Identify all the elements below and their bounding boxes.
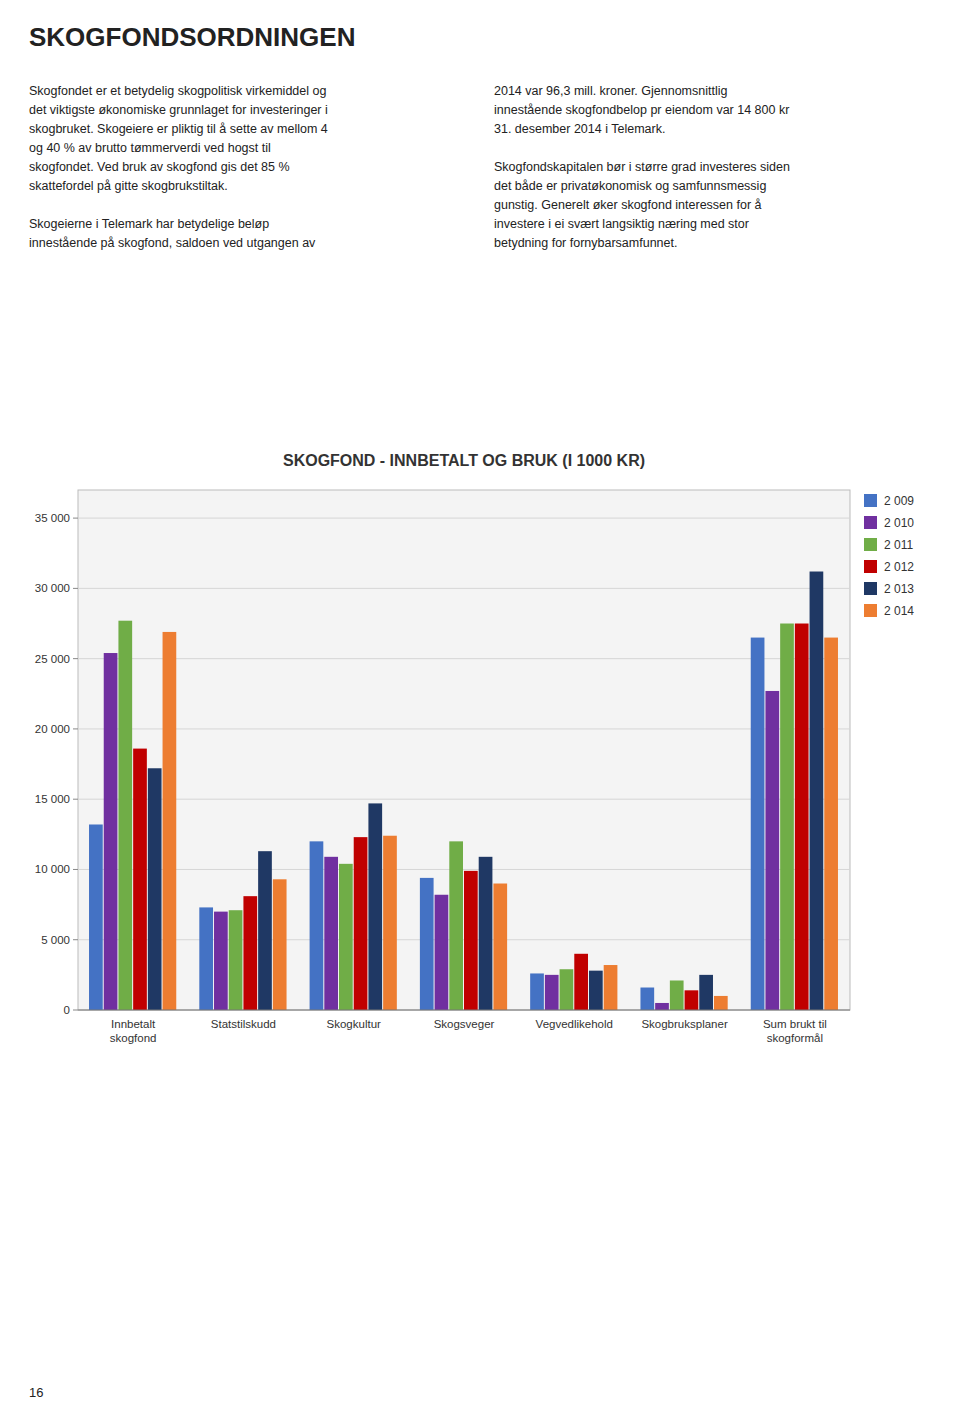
y-tick-label: 10 000 xyxy=(35,863,70,875)
y-tick xyxy=(73,939,78,940)
bar xyxy=(479,857,493,1010)
bar xyxy=(655,1003,669,1010)
bar xyxy=(810,572,824,1010)
legend-label: 2 011 xyxy=(884,538,913,552)
legend-label: 2 014 xyxy=(884,604,914,618)
y-tick-label: 30 000 xyxy=(35,582,70,594)
bar xyxy=(560,969,574,1010)
bar xyxy=(258,851,272,1010)
y-tick xyxy=(73,658,78,659)
bar xyxy=(133,749,147,1010)
x-tick-label: Skogsveger xyxy=(434,1018,495,1030)
bar xyxy=(89,824,103,1010)
bar xyxy=(640,988,654,1010)
bar xyxy=(670,980,684,1010)
bar xyxy=(604,965,618,1010)
y-tick xyxy=(73,588,78,589)
bar xyxy=(765,691,779,1010)
y-tick-label: 5 000 xyxy=(41,934,70,946)
legend-swatch xyxy=(864,560,877,573)
bar xyxy=(545,975,559,1010)
bar xyxy=(530,973,544,1010)
y-tick-label: 25 000 xyxy=(35,653,70,665)
grid-line xyxy=(78,588,850,589)
bar xyxy=(118,621,132,1010)
legend-swatch xyxy=(864,538,877,551)
bar xyxy=(589,971,603,1010)
grid-line xyxy=(78,658,850,659)
y-tick xyxy=(73,728,78,729)
x-tick-label: Vegvedlikehold xyxy=(536,1018,613,1030)
bar xyxy=(714,996,728,1010)
legend-label: 2 012 xyxy=(884,560,914,574)
y-tick xyxy=(73,518,78,519)
bar xyxy=(199,907,213,1010)
x-tick-label: Skogbruksplaner xyxy=(641,1018,727,1030)
bar xyxy=(104,653,118,1010)
x-axis-line xyxy=(78,1010,850,1011)
chart: SKOGFOND - INNBETALT OG BRUK (I 1000 KR)… xyxy=(0,440,960,1090)
bar xyxy=(435,895,449,1010)
y-tick-label: 15 000 xyxy=(35,793,70,805)
bar xyxy=(354,837,368,1010)
y-tick-label: 20 000 xyxy=(35,723,70,735)
grid-line xyxy=(78,1010,850,1011)
bar xyxy=(383,836,397,1010)
bar xyxy=(751,638,765,1010)
bar xyxy=(339,864,353,1010)
bar xyxy=(493,884,507,1010)
legend-label: 2 013 xyxy=(884,582,914,596)
legend-swatch xyxy=(864,494,877,507)
legend-label: 2 009 xyxy=(884,494,914,508)
legend-swatch xyxy=(864,516,877,529)
legend-swatch xyxy=(864,604,877,617)
x-tick-label: Innbetaltskogfond xyxy=(110,1018,157,1044)
y-tick xyxy=(73,869,78,870)
grid-line xyxy=(78,728,850,729)
body-text: 2014 var 96,3 mill. kroner. Gjennomsnitt… xyxy=(494,82,790,253)
y-tick-label: 35 000 xyxy=(35,512,70,524)
y-tick-label: 0 xyxy=(64,1004,70,1016)
bar xyxy=(449,841,463,1010)
bar xyxy=(464,871,478,1010)
grid-line xyxy=(78,869,850,870)
y-tick xyxy=(73,1010,78,1011)
x-tick-label: Statstilskudd xyxy=(211,1018,276,1030)
bar xyxy=(243,896,257,1010)
bar xyxy=(685,990,699,1010)
grid-line xyxy=(78,799,850,800)
plot-area xyxy=(78,490,850,1010)
bar xyxy=(420,878,434,1010)
bar xyxy=(229,910,243,1010)
bar xyxy=(824,638,838,1010)
body-text: Skogfondet er et betydelig skogpolitisk … xyxy=(29,82,328,253)
legend-label: 2 010 xyxy=(884,516,914,530)
bar xyxy=(214,912,228,1010)
bar xyxy=(324,857,338,1010)
bar xyxy=(780,624,794,1010)
bar xyxy=(368,803,382,1010)
bars xyxy=(89,572,838,1010)
grid-line xyxy=(78,518,850,519)
bar xyxy=(273,879,287,1010)
legend-swatch xyxy=(864,582,877,595)
bar xyxy=(148,768,162,1010)
bar xyxy=(163,632,177,1010)
page-number: 16 xyxy=(29,1385,43,1400)
x-tick-label: Sum brukt tilskogformål xyxy=(763,1018,827,1044)
bar xyxy=(310,841,324,1010)
bar xyxy=(699,975,713,1010)
heading: SKOGFONDSORDNINGEN xyxy=(29,22,355,53)
bar xyxy=(574,954,588,1010)
x-tick-label: Skogkultur xyxy=(327,1018,382,1030)
y-tick xyxy=(73,799,78,800)
chart-title: SKOGFOND - INNBETALT OG BRUK (I 1000 KR) xyxy=(283,452,645,469)
bar xyxy=(795,624,809,1010)
